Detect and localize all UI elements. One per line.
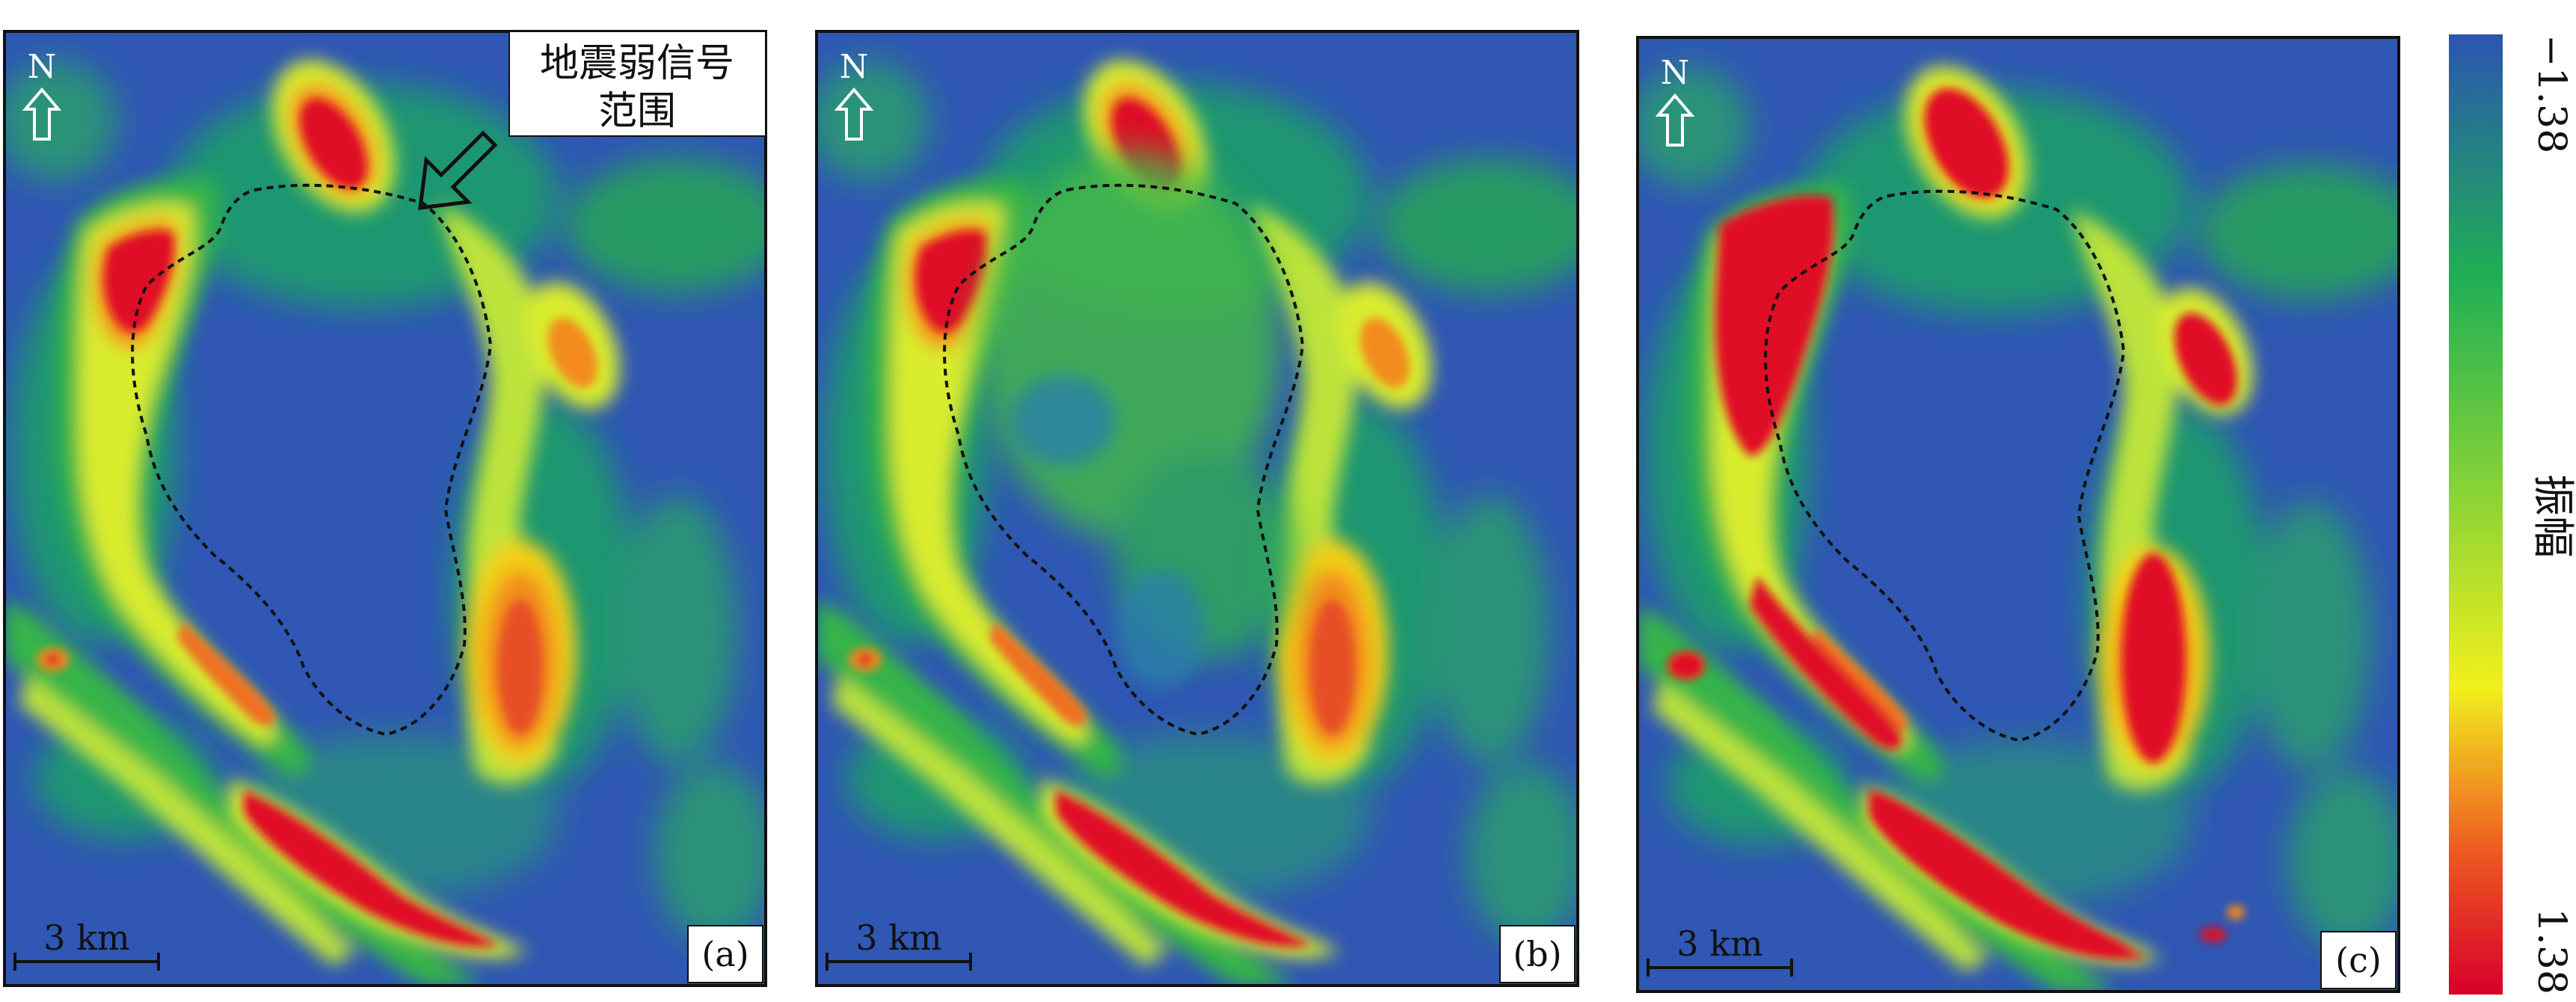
north-label: N xyxy=(840,48,869,86)
annotation-arrow-icon xyxy=(418,130,498,210)
annotation-box xyxy=(508,31,766,137)
colorbar-max-label: 1.38 xyxy=(2529,908,2574,995)
panel-a: N 地震弱信号 范围 3 km (a) xyxy=(3,30,767,987)
scale-label: 3 km xyxy=(43,918,129,958)
annotation-line2: 范围 xyxy=(598,89,676,134)
panel-label: (a) xyxy=(701,934,748,974)
panel-label: (c) xyxy=(2335,940,2382,980)
north-arrow-icon: N xyxy=(834,48,874,141)
north-arrow-icon: N xyxy=(22,48,62,141)
colorbar-min-label: −1.38 xyxy=(2529,34,2574,153)
panel-label: (b) xyxy=(1513,934,1561,974)
north-arrow-icon: N xyxy=(1655,54,1695,147)
colorbar: −1.38 振幅 1.38 xyxy=(2449,34,2576,995)
scale-bar: 3 km xyxy=(13,918,160,971)
north-label: N xyxy=(1661,54,1690,92)
panel-c: N 3 km (c) xyxy=(1636,36,2400,993)
north-label: N xyxy=(28,48,57,86)
panel-b: N 3 km (b) xyxy=(815,30,1579,987)
scale-bar: 3 km xyxy=(1647,923,1793,977)
scale-label: 3 km xyxy=(855,918,941,958)
scale-bar: 3 km xyxy=(826,918,972,971)
colorbar-title: 振幅 xyxy=(2528,474,2576,558)
annotation-line1: 地震弱信号 xyxy=(540,41,734,86)
scale-label: 3 km xyxy=(1676,923,1762,964)
